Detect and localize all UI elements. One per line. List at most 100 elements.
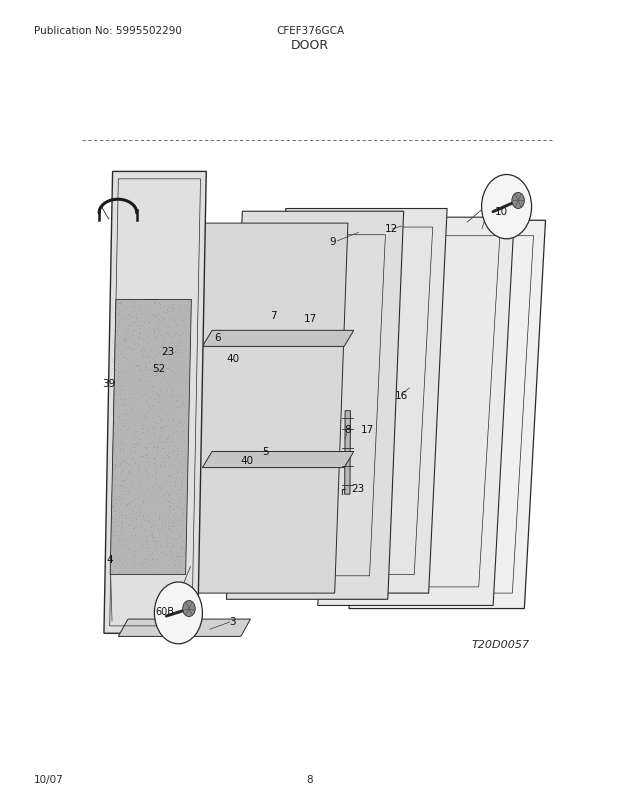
Text: 60B: 60B <box>156 606 175 616</box>
Point <box>162 329 172 342</box>
Point <box>157 421 167 434</box>
Point <box>170 346 180 358</box>
Point <box>179 545 189 558</box>
Point <box>155 421 165 434</box>
Point <box>129 343 139 356</box>
Point <box>110 560 120 573</box>
Point <box>165 492 175 505</box>
Point <box>141 537 151 550</box>
Circle shape <box>154 582 202 644</box>
Point <box>148 322 158 334</box>
Point <box>113 370 123 383</box>
Point <box>159 452 169 464</box>
Point <box>136 520 146 533</box>
Point <box>153 402 162 415</box>
Point <box>178 472 188 485</box>
Point <box>111 493 121 506</box>
Point <box>155 414 165 427</box>
Point <box>133 502 143 515</box>
Point <box>137 348 147 361</box>
Point <box>170 346 180 358</box>
Point <box>114 380 124 393</box>
Point <box>141 375 151 388</box>
Point <box>118 532 128 545</box>
Point <box>141 449 151 462</box>
Point <box>153 367 163 380</box>
Point <box>125 420 135 433</box>
Point <box>158 312 168 325</box>
Point <box>149 422 159 435</box>
Text: 12: 12 <box>385 224 398 234</box>
Point <box>164 305 174 318</box>
Point <box>149 363 159 375</box>
Point <box>153 322 163 335</box>
Point <box>114 460 124 472</box>
Point <box>127 513 137 526</box>
Point <box>174 344 184 357</box>
Point <box>135 374 145 387</box>
Point <box>172 551 182 564</box>
Point <box>172 514 182 527</box>
Point <box>130 430 140 443</box>
Point <box>163 395 173 408</box>
Point <box>141 561 151 574</box>
Point <box>116 525 126 537</box>
Point <box>112 342 122 354</box>
Point <box>120 332 130 345</box>
Point <box>121 399 131 411</box>
Point <box>175 514 185 527</box>
Point <box>145 382 155 395</box>
Point <box>118 335 128 348</box>
Point <box>152 318 162 331</box>
Point <box>157 455 167 468</box>
Point <box>150 394 160 407</box>
Point <box>148 492 157 504</box>
Point <box>119 367 129 379</box>
Point <box>174 527 184 540</box>
Point <box>113 510 123 523</box>
Point <box>160 529 170 541</box>
Point <box>116 535 126 548</box>
Point <box>131 352 141 365</box>
Point <box>172 448 182 460</box>
Point <box>128 330 138 342</box>
Point <box>113 317 123 330</box>
Point <box>143 429 153 442</box>
Point <box>149 297 159 310</box>
Point <box>162 432 172 445</box>
Text: 10: 10 <box>495 207 508 217</box>
Point <box>108 492 118 505</box>
Point <box>134 435 144 448</box>
Point <box>138 334 148 346</box>
Point <box>118 420 128 433</box>
Point <box>117 464 127 477</box>
Point <box>117 414 127 427</box>
Point <box>164 495 174 508</box>
Point <box>138 496 148 509</box>
Point <box>177 375 187 387</box>
Text: 23: 23 <box>162 346 175 356</box>
Point <box>149 441 159 454</box>
Polygon shape <box>202 331 354 347</box>
Text: 39: 39 <box>102 379 116 388</box>
Point <box>149 327 159 340</box>
Point <box>163 326 173 338</box>
Point <box>134 338 144 351</box>
Polygon shape <box>202 452 354 468</box>
Point <box>161 515 171 528</box>
Point <box>162 355 172 368</box>
Text: 8: 8 <box>344 425 351 435</box>
Point <box>175 477 185 490</box>
Point <box>173 394 183 407</box>
Point <box>153 417 162 430</box>
Point <box>139 351 149 364</box>
Point <box>142 423 152 435</box>
Point <box>139 365 149 378</box>
Point <box>153 524 163 537</box>
Point <box>154 326 164 338</box>
Point <box>111 460 121 472</box>
Point <box>119 484 129 497</box>
Point <box>170 476 180 488</box>
Point <box>110 472 120 485</box>
Point <box>143 424 153 437</box>
